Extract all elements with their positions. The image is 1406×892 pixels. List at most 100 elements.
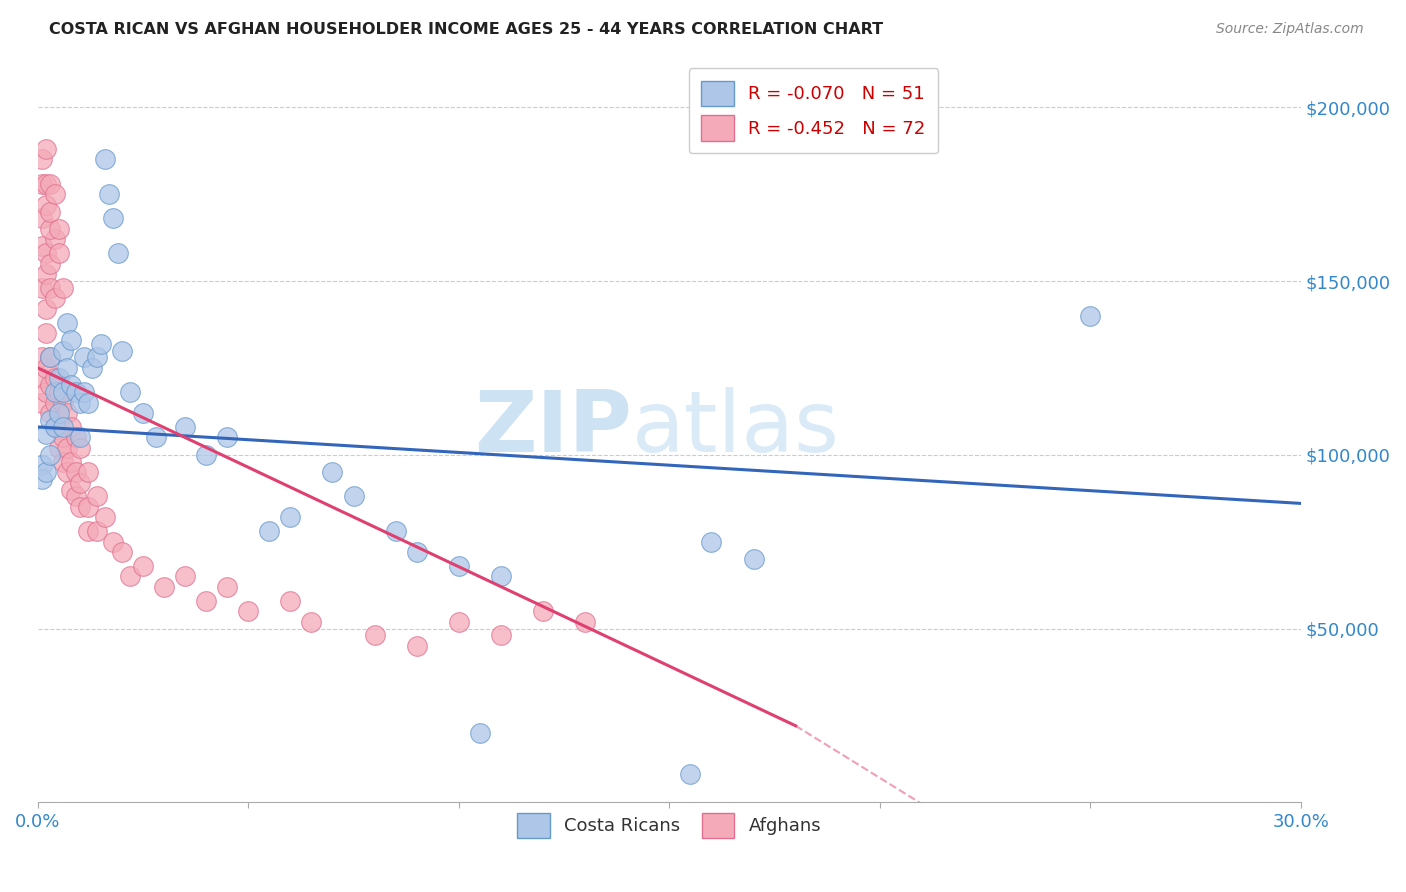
Point bbox=[679, 767, 702, 781]
Point bbox=[98, 187, 121, 202]
Point bbox=[259, 524, 281, 539]
Text: ZIP: ZIP bbox=[474, 387, 631, 470]
Point bbox=[52, 430, 75, 444]
Point bbox=[107, 246, 129, 260]
Point bbox=[280, 593, 302, 607]
Point bbox=[405, 545, 427, 559]
Point bbox=[48, 413, 70, 427]
Point bbox=[31, 472, 53, 486]
Point bbox=[56, 316, 79, 330]
Point bbox=[31, 458, 53, 473]
Point bbox=[111, 545, 134, 559]
Point bbox=[86, 490, 108, 504]
Point bbox=[35, 426, 58, 441]
Point bbox=[35, 326, 58, 340]
Point bbox=[35, 177, 58, 191]
Point bbox=[132, 558, 155, 573]
Point bbox=[31, 177, 53, 191]
Point bbox=[48, 441, 70, 455]
Text: atlas: atlas bbox=[631, 387, 839, 470]
Point bbox=[321, 465, 343, 479]
Point bbox=[44, 420, 66, 434]
Point bbox=[31, 371, 53, 385]
Point bbox=[52, 385, 75, 400]
Point bbox=[120, 385, 142, 400]
Point bbox=[217, 580, 239, 594]
Point bbox=[39, 448, 62, 462]
Point bbox=[35, 267, 58, 281]
Point bbox=[69, 475, 91, 490]
Point bbox=[363, 628, 385, 642]
Point bbox=[238, 604, 260, 618]
Point bbox=[65, 465, 87, 479]
Point bbox=[195, 593, 218, 607]
Point bbox=[120, 569, 142, 583]
Point bbox=[489, 628, 512, 642]
Point bbox=[1080, 309, 1102, 323]
Point bbox=[48, 246, 70, 260]
Point bbox=[48, 385, 70, 400]
Point bbox=[405, 639, 427, 653]
Point bbox=[60, 483, 83, 497]
Point bbox=[69, 441, 91, 455]
Point bbox=[111, 343, 134, 358]
Point bbox=[31, 239, 53, 253]
Point bbox=[56, 441, 79, 455]
Point bbox=[52, 420, 75, 434]
Point bbox=[39, 204, 62, 219]
Point bbox=[342, 490, 364, 504]
Point bbox=[86, 524, 108, 539]
Point bbox=[60, 333, 83, 347]
Point bbox=[39, 351, 62, 365]
Point bbox=[65, 385, 87, 400]
Point bbox=[39, 177, 62, 191]
Point bbox=[73, 385, 96, 400]
Point bbox=[700, 534, 723, 549]
Point bbox=[44, 371, 66, 385]
Point bbox=[39, 413, 62, 427]
Point bbox=[39, 378, 62, 392]
Point bbox=[531, 604, 554, 618]
Point bbox=[44, 187, 66, 202]
Point bbox=[39, 257, 62, 271]
Point bbox=[153, 580, 176, 594]
Point bbox=[174, 420, 197, 434]
Point bbox=[742, 552, 765, 566]
Point bbox=[48, 222, 70, 236]
Point bbox=[31, 395, 53, 409]
Point bbox=[86, 351, 108, 365]
Point bbox=[447, 558, 470, 573]
Point bbox=[103, 211, 125, 226]
Point bbox=[103, 534, 125, 549]
Text: COSTA RICAN VS AFGHAN HOUSEHOLDER INCOME AGES 25 - 44 YEARS CORRELATION CHART: COSTA RICAN VS AFGHAN HOUSEHOLDER INCOME… bbox=[49, 22, 883, 37]
Point bbox=[174, 569, 197, 583]
Point bbox=[39, 222, 62, 236]
Point bbox=[48, 371, 70, 385]
Point bbox=[35, 465, 58, 479]
Point bbox=[39, 351, 62, 365]
Point bbox=[384, 524, 406, 539]
Point bbox=[574, 615, 596, 629]
Point bbox=[44, 395, 66, 409]
Point bbox=[44, 232, 66, 246]
Point bbox=[299, 615, 322, 629]
Point bbox=[65, 430, 87, 444]
Point bbox=[60, 455, 83, 469]
Point bbox=[31, 211, 53, 226]
Point bbox=[56, 360, 79, 375]
Point bbox=[77, 500, 100, 514]
Point bbox=[56, 406, 79, 420]
Point bbox=[94, 510, 117, 524]
Legend: Costa Ricans, Afghans: Costa Ricans, Afghans bbox=[510, 805, 828, 846]
Point bbox=[65, 490, 87, 504]
Point bbox=[35, 301, 58, 316]
Point bbox=[35, 142, 58, 156]
Point bbox=[132, 406, 155, 420]
Point bbox=[94, 153, 117, 167]
Point bbox=[280, 510, 302, 524]
Point bbox=[468, 725, 491, 739]
Point bbox=[56, 465, 79, 479]
Point bbox=[35, 197, 58, 211]
Point bbox=[39, 406, 62, 420]
Point bbox=[489, 569, 512, 583]
